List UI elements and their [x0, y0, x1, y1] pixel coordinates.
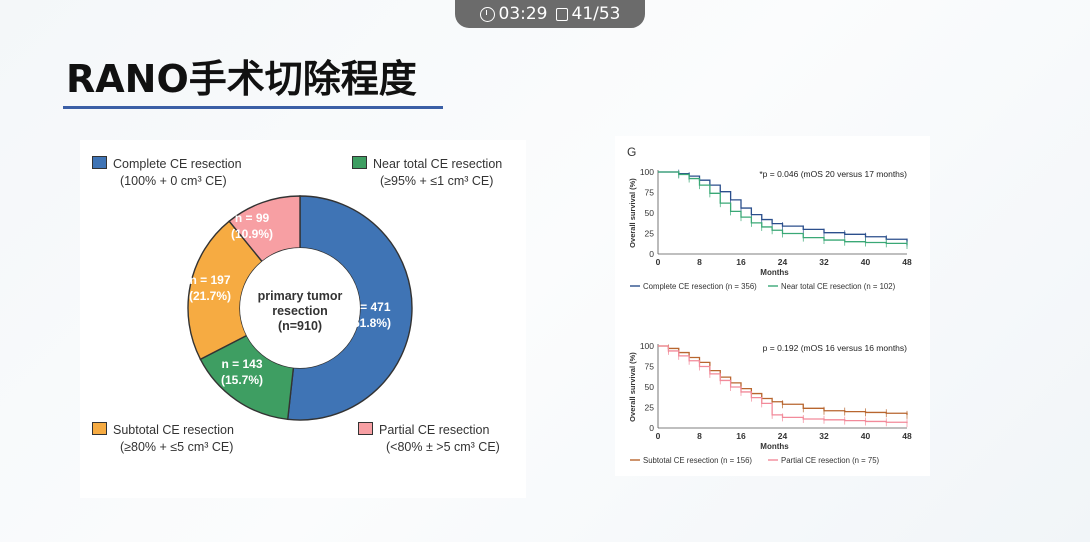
donut-center-line1: primary tumor	[258, 289, 343, 303]
legend-swatch	[92, 422, 107, 435]
legend-detail: (100% + 0 cm³ CE)	[120, 174, 227, 188]
p-value-annotation: *p = 0.046 (mOS 20 versus 17 months)	[759, 169, 907, 179]
legend-swatch	[358, 422, 373, 435]
y-tick-label: 75	[645, 362, 655, 372]
page-counter: 41/53	[571, 4, 621, 24]
donut-chart: primary tumor resection (n=910) n = 471 …	[187, 195, 413, 421]
seg-complete-pct: (51.8%)	[349, 316, 391, 330]
slide-title: RANO手术切除程度	[66, 57, 417, 101]
x-axis-label: Months	[760, 268, 789, 277]
seg-complete-n: n = 471	[349, 300, 390, 314]
survival-panel: G 0 25 50 75 100 0 8 16 24 32 40 48 Months Overall su…	[615, 136, 930, 476]
donut-center-line2: resection	[272, 304, 328, 318]
legend-label: Complete CE resection	[113, 157, 242, 171]
x-tick-label: 40	[861, 257, 871, 267]
legend-near-total: Near total CE resection (≥95% + ≤1 cm³ C…	[352, 156, 502, 190]
y-axis-label: Overall survival (%)	[628, 352, 637, 422]
seg-near-total-n: n = 143	[221, 357, 262, 371]
donut-panel: Complete CE resection (100% + 0 cm³ CE) …	[80, 140, 526, 498]
x-tick-label: 32	[819, 431, 829, 441]
km-chart-top: 0 25 50 75 100 0 8 16 24 32 40 48 Months Overall surv…	[628, 167, 912, 291]
y-tick-label: 25	[645, 403, 655, 413]
title-underline	[63, 106, 443, 109]
x-tick-label: 8	[697, 431, 702, 441]
x-tick-label: 40	[861, 431, 871, 441]
legend-detail: (≥95% + ≤1 cm³ CE)	[380, 174, 494, 188]
legend-label: Partial CE resection	[379, 423, 490, 437]
y-tick-label: 50	[645, 208, 655, 218]
seg-partial-pct: (10.9%)	[231, 227, 273, 241]
x-tick-label: 0	[656, 431, 661, 441]
seg-partial-n: n = 99	[235, 211, 270, 225]
series-legend-label: Complete CE resection (n = 356)	[643, 282, 757, 291]
legend-subtotal: Subtotal CE resection (≥80% + ≤5 cm³ CE)	[92, 422, 234, 456]
page-icon	[555, 7, 568, 21]
legend-label: Subtotal CE resection	[113, 423, 234, 437]
y-tick-label: 0	[649, 423, 654, 433]
legend-swatch	[352, 156, 367, 169]
y-tick-label: 50	[645, 382, 655, 392]
x-tick-label: 16	[736, 431, 746, 441]
y-tick-label: 100	[640, 167, 654, 177]
legend-detail: (<80% ± >5 cm³ CE)	[386, 440, 500, 454]
x-tick-label: 8	[697, 257, 702, 267]
series-legend-label: Near total CE resection (n = 102)	[781, 282, 896, 291]
panel-label: G	[627, 145, 636, 159]
x-axis-label: Months	[760, 442, 789, 451]
y-tick-label: 75	[645, 188, 655, 198]
y-tick-label: 0	[649, 249, 654, 259]
donut-hole	[240, 248, 360, 368]
time-display: 03:29	[498, 4, 548, 24]
series-legend-label: Subtotal CE resection (n = 156)	[643, 456, 752, 465]
series-legend-label: Partial CE resection (n = 75)	[781, 456, 880, 465]
y-axis-label: Overall survival (%)	[628, 178, 637, 248]
x-tick-label: 48	[902, 431, 912, 441]
seg-subtotal-pct: (21.7%)	[189, 289, 231, 303]
legend-complete: Complete CE resection (100% + 0 cm³ CE)	[92, 156, 242, 190]
seg-subtotal-n: n = 197	[189, 273, 230, 287]
legend-label: Near total CE resection	[373, 157, 503, 171]
donut-center-line3: (n=910)	[278, 319, 322, 333]
seg-near-total-pct: (15.7%)	[221, 373, 263, 387]
km-chart-bottom: 0 25 50 75 100 0 8 16 24 32 40 48 Months Overall surv…	[628, 341, 912, 465]
clock-icon	[479, 6, 495, 22]
p-value-annotation: p = 0.192 (mOS 16 versus 16 months)	[763, 343, 908, 353]
y-tick-label: 100	[640, 341, 654, 351]
status-bar: 03:29 41/53	[455, 0, 645, 28]
x-tick-label: 0	[656, 257, 661, 267]
survival-charts: G 0 25 50 75 100 0 8 16 24 32 40 48 Months Overall su…	[627, 145, 912, 465]
legend-detail: (≥80% + ≤5 cm³ CE)	[120, 440, 234, 454]
x-tick-label: 48	[902, 257, 912, 267]
x-tick-label: 24	[778, 431, 788, 441]
x-tick-label: 32	[819, 257, 829, 267]
x-tick-label: 16	[736, 257, 746, 267]
y-tick-label: 25	[645, 229, 655, 239]
x-tick-label: 24	[778, 257, 788, 267]
legend-partial: Partial CE resection (<80% ± >5 cm³ CE)	[358, 422, 500, 456]
legend-swatch	[92, 156, 107, 169]
